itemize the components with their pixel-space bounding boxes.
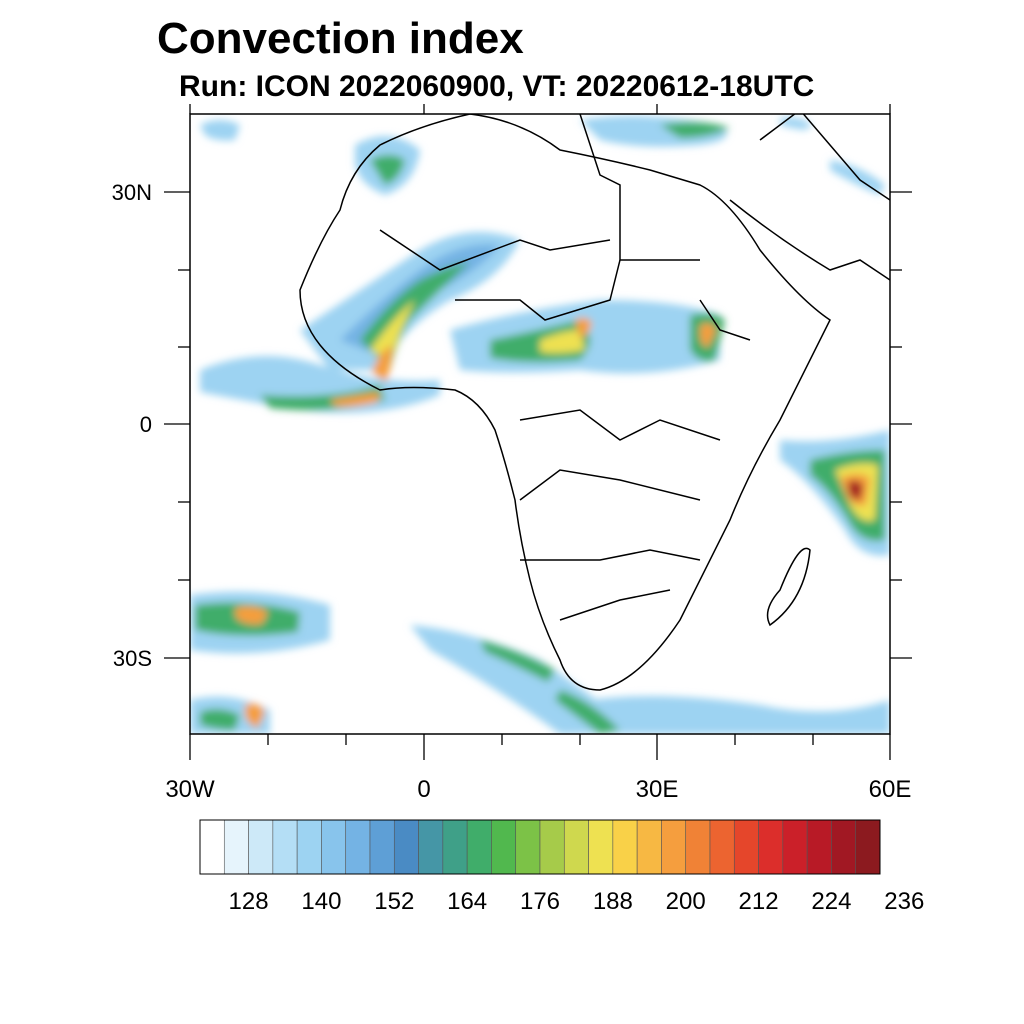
colorbar-label: 152 (374, 888, 415, 915)
lat-label-0: 0 (139, 412, 152, 437)
colorbar-swatch (855, 819, 881, 875)
convection-patch (370, 300, 415, 360)
colorbar-label: 200 (665, 888, 706, 915)
colorbar-swatch (733, 819, 759, 875)
colorbar-swatch (248, 819, 274, 875)
lon-label-30e: 30E (635, 776, 679, 803)
convection-patch (370, 155, 405, 185)
colorbar-frame (199, 819, 881, 875)
colorbar-swatch (539, 819, 565, 875)
convection-patch (780, 117, 812, 130)
axis-ticks (164, 104, 912, 760)
colorbar (199, 819, 881, 875)
colorbar-swatch (418, 819, 444, 875)
colorbar-label: 188 (592, 888, 633, 915)
chart-subtitle: Run: ICON 2022060900, VT: 20220612-18UTC (179, 70, 815, 103)
colorbar-swatch (661, 819, 687, 875)
chart-title: Convection index (157, 14, 524, 63)
colorbar-swatch (296, 819, 322, 875)
colorbar-swatch (685, 819, 711, 875)
colorbar-label: 224 (811, 888, 852, 915)
lat-label-30n: 30N (111, 180, 152, 205)
convection-west-africa (200, 232, 520, 413)
convection-patch (848, 480, 863, 500)
colorbar-label: 140 (301, 888, 342, 915)
coastlines (299, 114, 890, 691)
colorbar-swatch (563, 819, 589, 875)
colorbar-label: 176 (519, 888, 561, 915)
convection-patch (330, 392, 380, 407)
colorbar-swatch (466, 819, 492, 875)
lon-label-60e: 60E (868, 776, 912, 803)
convection-patch (575, 317, 592, 338)
colorbar-swatch (831, 819, 857, 875)
convection-patch (235, 606, 268, 625)
convection-field (190, 116, 890, 734)
colorbar-swatch (321, 819, 347, 875)
convection-north (200, 116, 885, 195)
lat-label-30s: 30S (112, 646, 152, 671)
convection-patch (555, 690, 620, 734)
convection-patch (372, 345, 392, 382)
colorbar-swatch (345, 819, 371, 875)
convection-patch (245, 703, 265, 728)
colorbar-swatch (515, 819, 541, 875)
colorbar-swatch (588, 819, 614, 875)
convection-patch (590, 696, 890, 734)
colorbar-swatch (442, 819, 468, 875)
convection-patch (480, 640, 555, 682)
colorbar-swatch (612, 819, 638, 875)
convection-indian-ocean (780, 430, 890, 556)
colorbar-label: 164 (447, 888, 488, 915)
convection-patch (200, 120, 240, 141)
colorbar-swatch (806, 819, 832, 875)
convection-south-atlantic (190, 591, 890, 734)
colorbar-swatch (709, 819, 735, 875)
convection-patch (700, 323, 716, 348)
colorbar-swatch (636, 819, 662, 875)
convection-patch (660, 122, 730, 138)
colorbar-swatch (223, 819, 249, 875)
colorbar-swatch (272, 819, 298, 875)
colorbar-label: 128 (228, 888, 269, 915)
colorbar-swatch (491, 819, 517, 875)
colorbar-swatch (393, 819, 419, 875)
convection-patch (540, 330, 585, 354)
convection-patch (200, 709, 240, 730)
colorbar-swatch (782, 819, 808, 875)
colorbar-swatch (369, 819, 395, 875)
colorbar-label: 236 (884, 888, 925, 915)
colorbar-swatch (199, 819, 225, 875)
colorbar-swatch (758, 819, 784, 875)
colorbar-label: 212 (738, 888, 779, 915)
lon-label-30w: 30W (165, 776, 215, 803)
convection-central-africa (450, 300, 725, 374)
lon-label-0: 0 (417, 776, 431, 803)
